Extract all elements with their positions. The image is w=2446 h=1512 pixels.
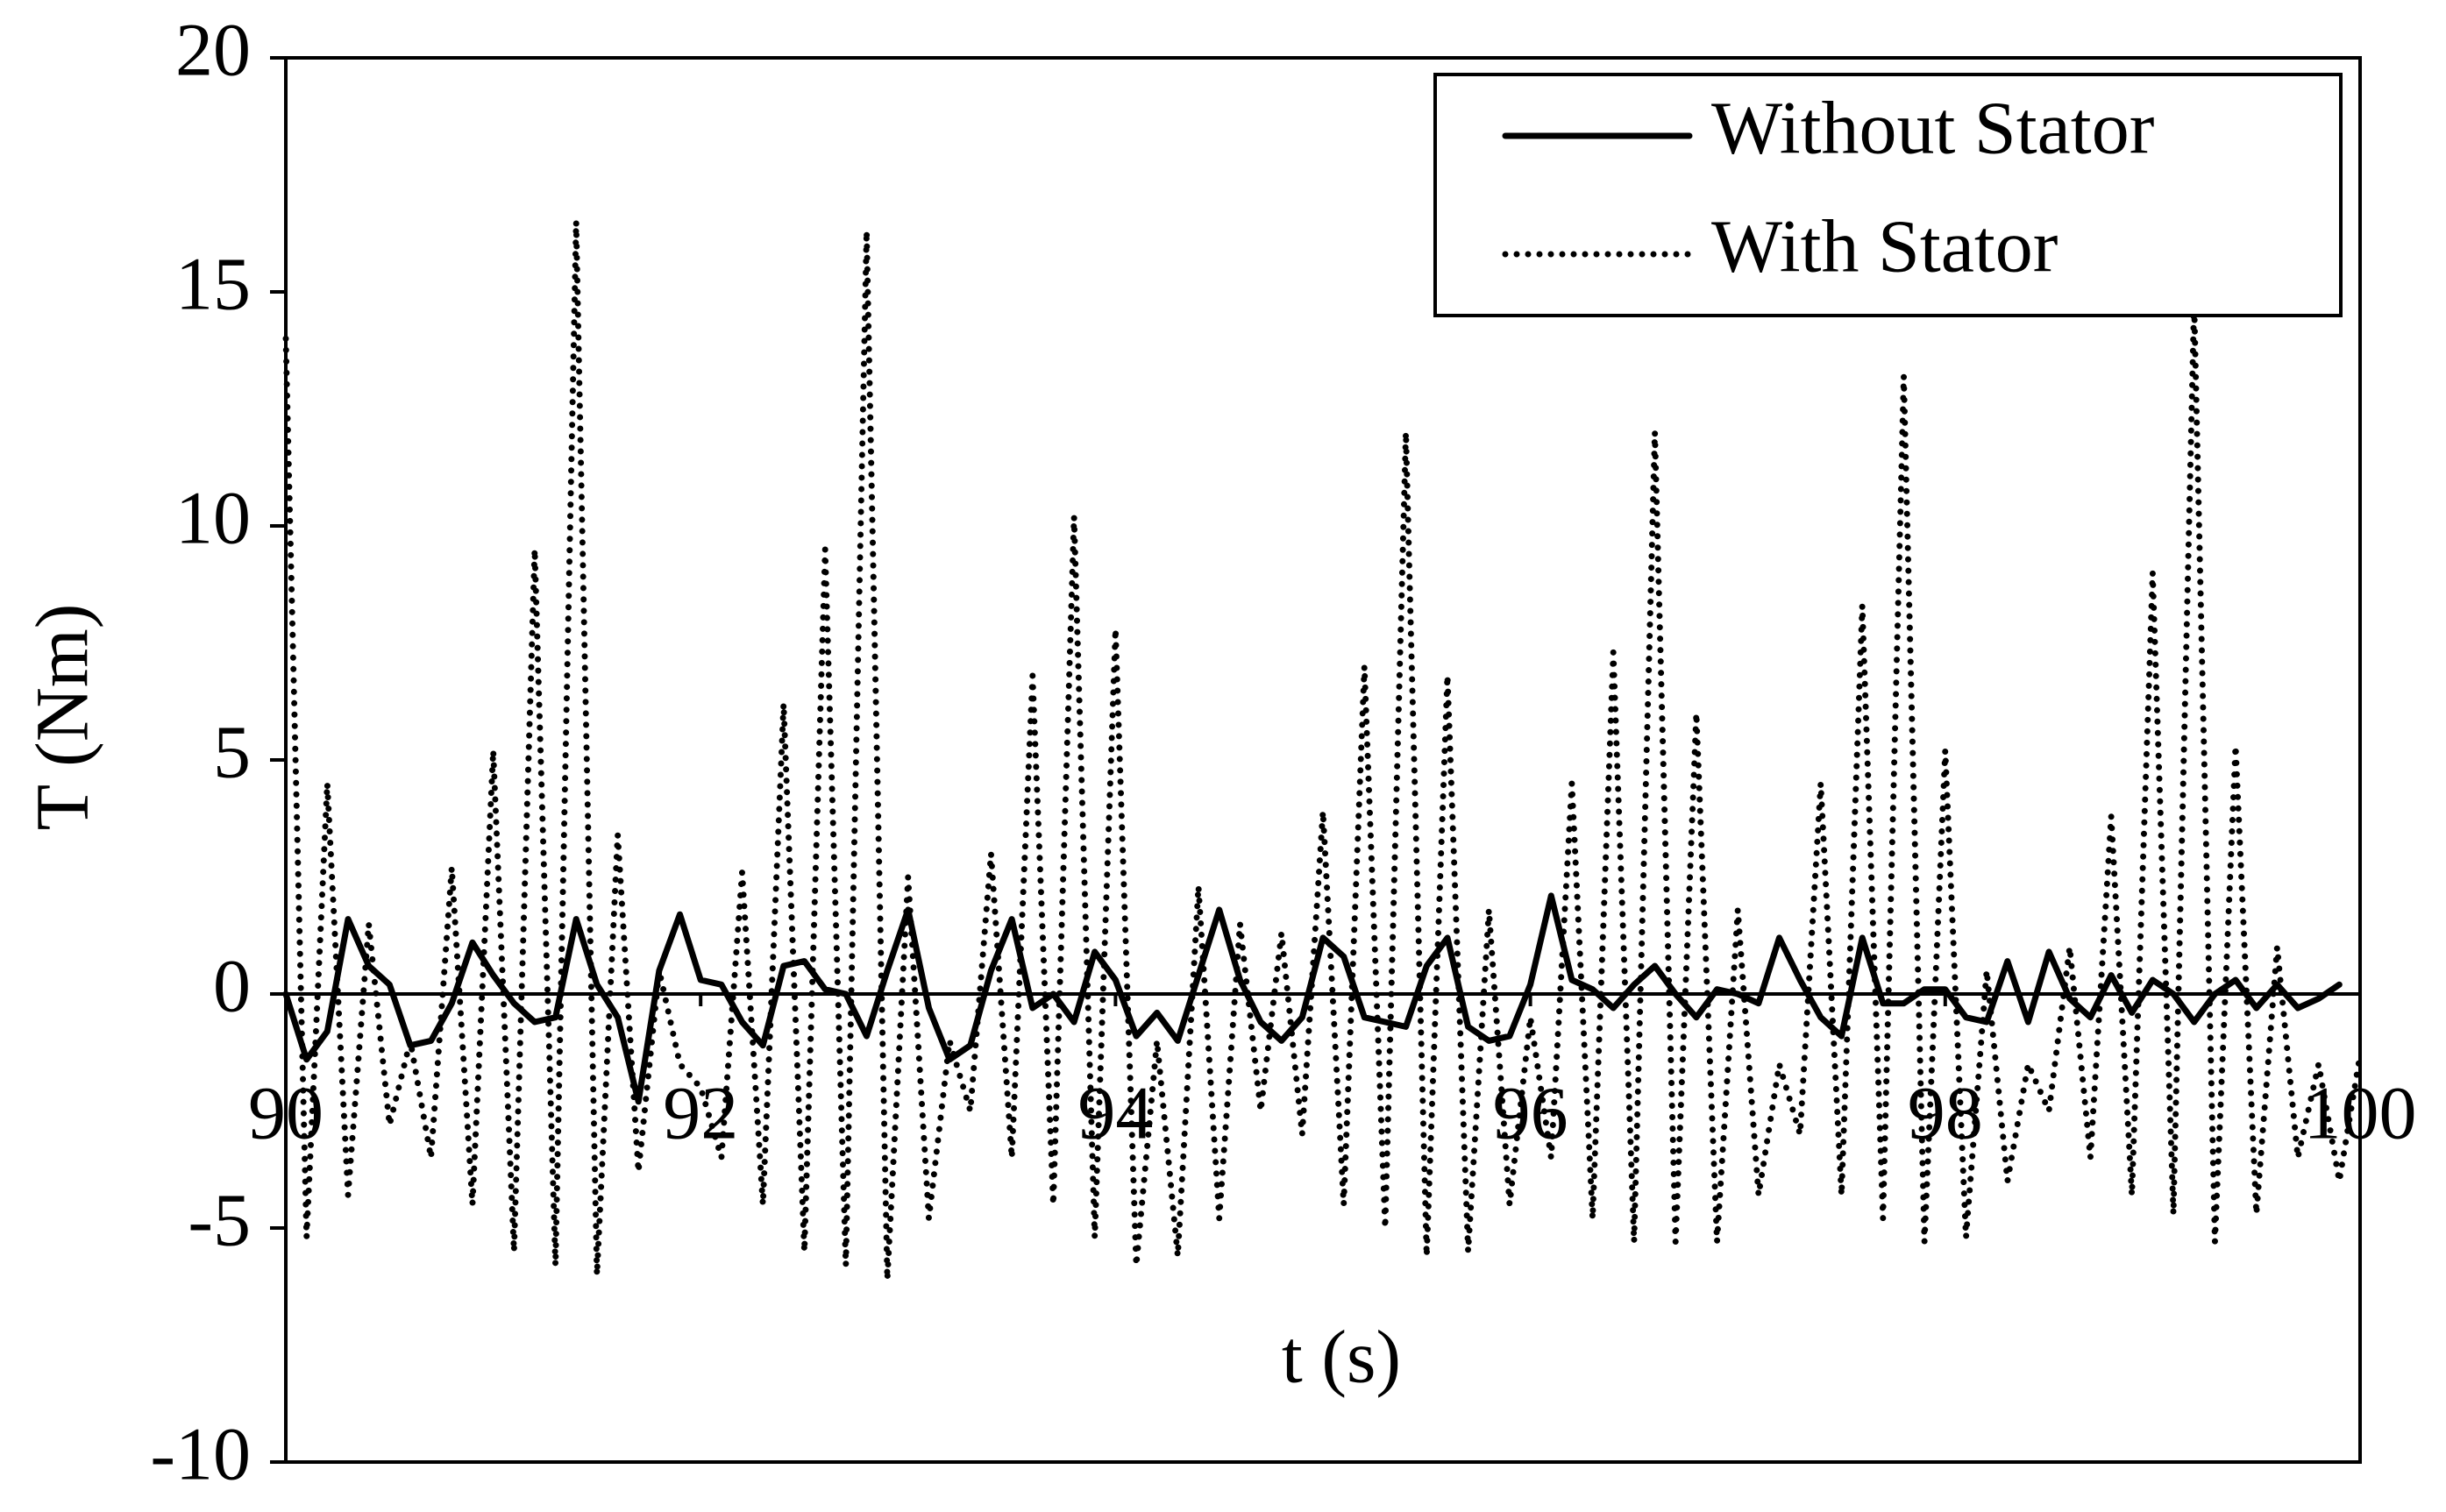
y-tick-label: 20 xyxy=(175,8,251,92)
legend-box xyxy=(1433,73,2343,317)
series-line xyxy=(282,218,2364,1283)
y-tick-label: -10 xyxy=(150,1412,251,1496)
series-line xyxy=(282,892,2343,1105)
legend-label: With Stator xyxy=(1711,204,2058,288)
y-tick-label: 15 xyxy=(175,242,251,326)
legend-label: Without Stator xyxy=(1711,86,2154,170)
y-tick-label: 0 xyxy=(213,944,251,1028)
x-axis-title: t (s) xyxy=(1282,1315,1401,1399)
x-tick-label: 94 xyxy=(1077,1071,1153,1155)
y-tick-label: -5 xyxy=(188,1178,251,1262)
y-axis-title: T (Nm) xyxy=(20,604,104,831)
y-tick-label: 10 xyxy=(175,476,251,560)
y-tick-label: 5 xyxy=(213,710,251,794)
